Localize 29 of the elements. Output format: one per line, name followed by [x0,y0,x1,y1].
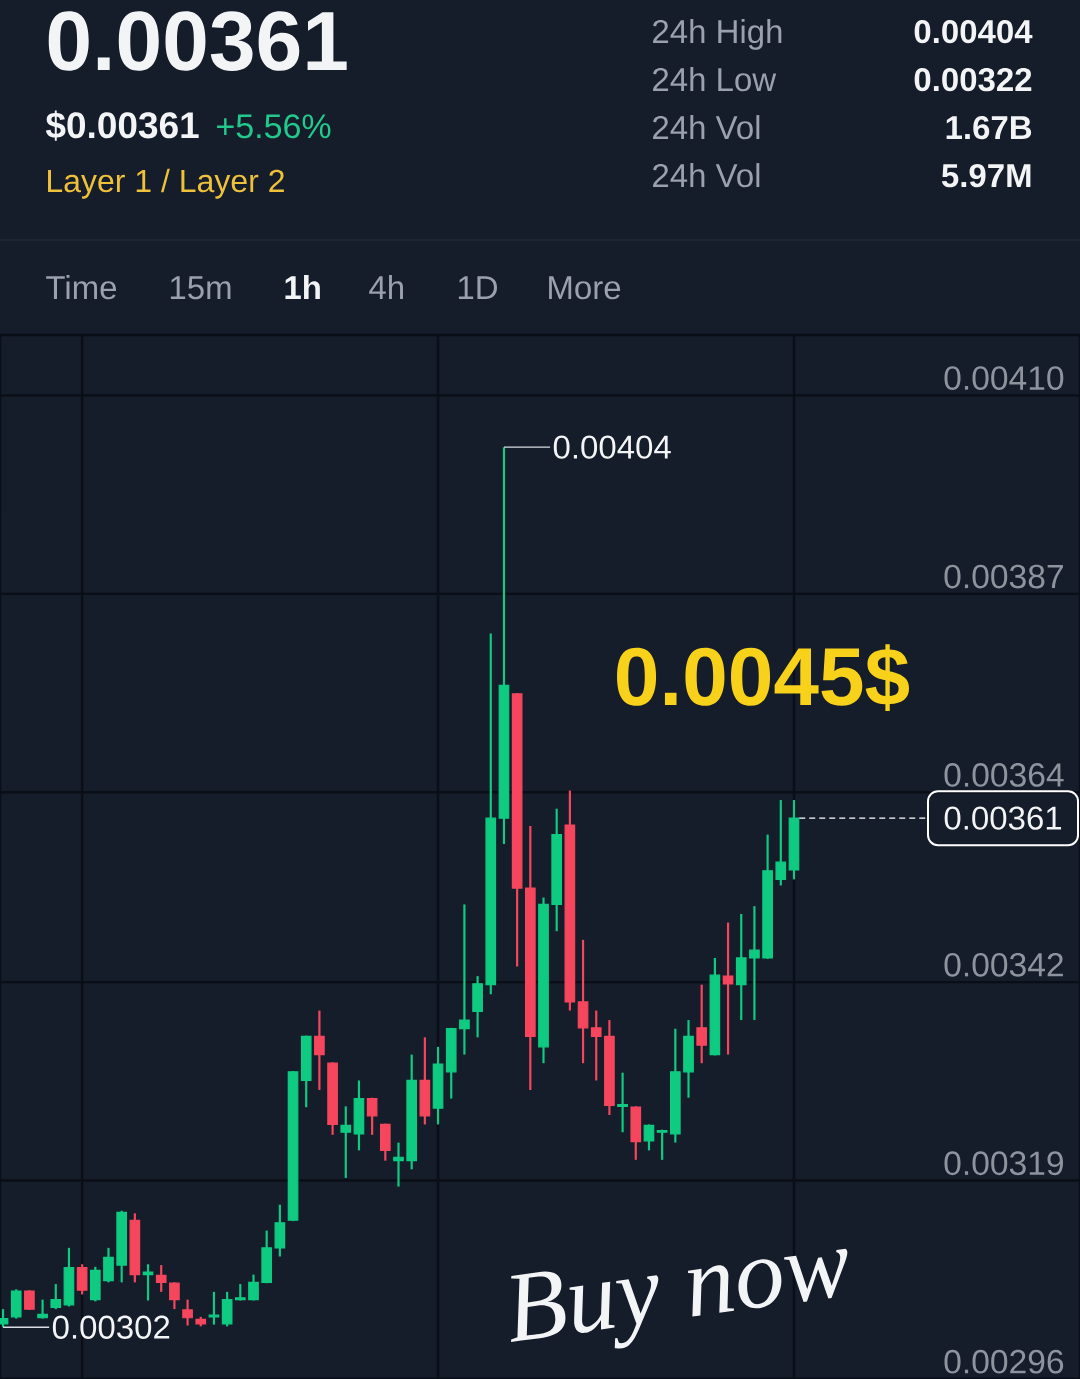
text: $0.00361 [45,110,199,141]
y-tick-label: 0.00342 [944,952,1063,977]
text: +5.56% [217,114,331,139]
y-tick-label: 0.00410 [944,366,1064,390]
ref-line-label: 0.00361 [944,806,1062,830]
text: 24h Vol [653,163,760,188]
text: 24h Vol [653,115,760,140]
annotation: 0.0045$ [617,644,910,712]
text: 1D [458,276,497,299]
text: 0.00322 [914,67,1032,92]
text: Layer 1 / Layer 2 [48,168,284,199]
y-tick-label: 0.00319 [944,1151,1064,1176]
text: More [549,276,621,300]
chart-title: 0.00361 [48,11,347,71]
text: Time [46,275,117,300]
text: 5.97M [941,163,1031,188]
text: 4h [369,275,403,299]
annotation: 0.00302 [52,1315,170,1339]
text: 1.67B [946,115,1032,140]
text: 24h High [653,19,782,50]
text: 24h Low [653,67,777,92]
annotation: 0.00404 [553,435,671,459]
y-tick-label: 0.00296 [944,1349,1064,1374]
y-tick-label: 0.00364 [944,763,1064,787]
text: 0.00404 [914,19,1033,44]
text: 1h [285,275,320,299]
text: 15m [170,276,231,300]
y-tick-label: 0.00387 [944,564,1063,589]
annotation: Buy now [511,1248,848,1349]
